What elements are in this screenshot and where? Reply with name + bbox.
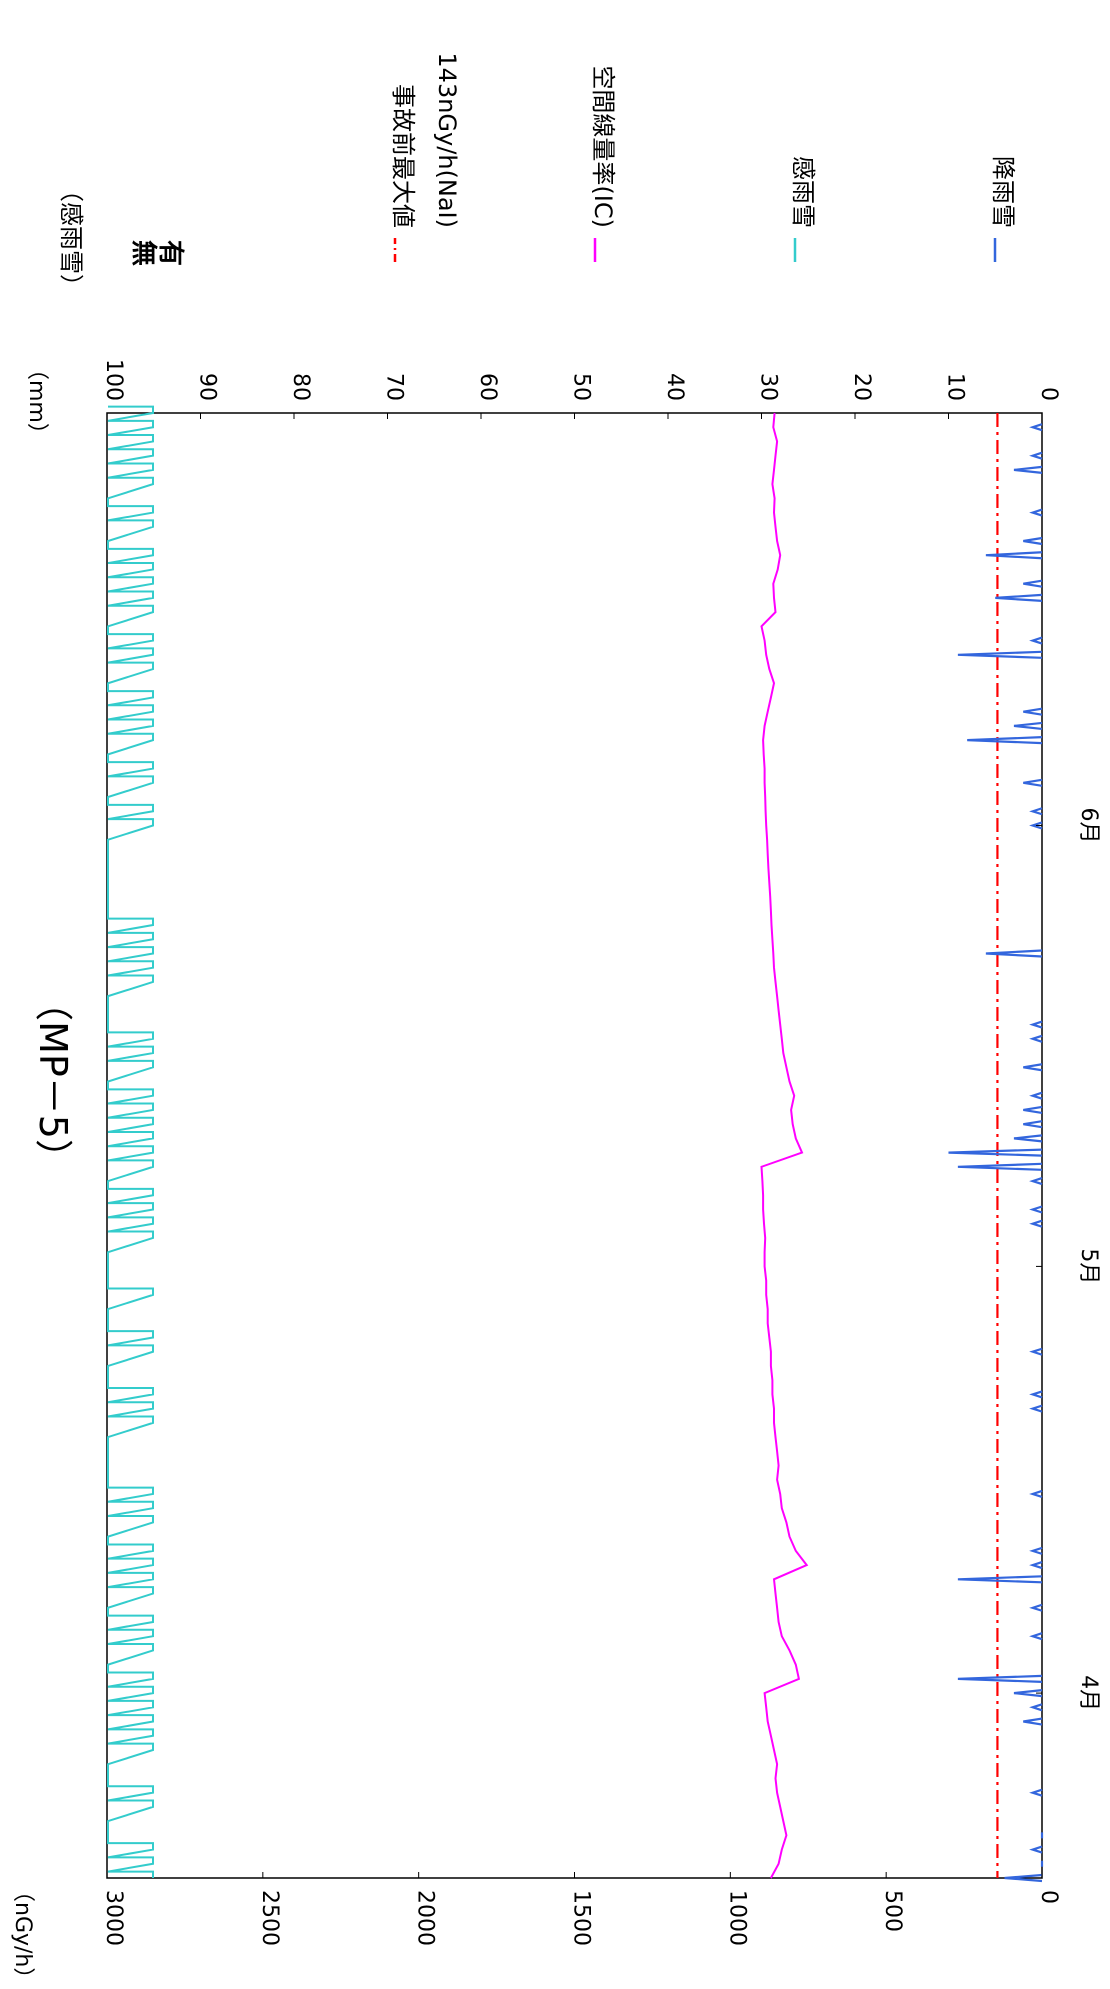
series-line-air-dose — [760, 412, 809, 1879]
left-axis-tick-label: 2500 — [257, 1890, 282, 1946]
right-axis-tick-label: 70 — [382, 373, 407, 401]
sense-axis: （感雨雪） 無 有 — [57, 178, 185, 298]
left-axis-tick-label: 0 — [1036, 1890, 1061, 1904]
right-axis-tick-label: 0 — [1036, 387, 1061, 401]
right-axis-tick-label: 100 — [101, 359, 126, 401]
right-axis-tick-label: 40 — [662, 373, 687, 401]
series-line-rainfall — [948, 423, 1044, 1883]
right-axis-tick-label: 90 — [195, 373, 220, 401]
right-axis-tick-label: 80 — [288, 373, 313, 401]
plot-area — [106, 405, 1044, 1883]
left-axis-tick-label: 500 — [880, 1890, 905, 1932]
right-axis-unit: （mm） — [24, 358, 49, 445]
legend-sublabel-pre_accident: 143nGy/h(NaI) — [433, 52, 461, 228]
legend-label-rain_sense: 感雨雪 — [789, 156, 817, 228]
left-axis-unit: （nGy/h） — [10, 1880, 35, 1989]
right-axis-tick-label: 20 — [849, 373, 874, 401]
plot-frame — [106, 412, 1043, 1879]
sense-axis-title: （感雨雪） — [57, 178, 85, 298]
chart-title: （MP－5） — [31, 983, 75, 1177]
right-axis-tick-label: 30 — [756, 373, 781, 401]
sense-axis-label-none: 無 — [128, 240, 158, 266]
x-axis-tick-label: 6月 — [1076, 807, 1101, 843]
sense-axis-label-yes: 有 — [155, 240, 185, 266]
axes-group: 0 500 1000 1500 2000 2500 3000 0 10 20 30 40 50 60 70 8… — [101, 359, 1101, 1946]
right-axis-tick-label: 10 — [943, 373, 968, 401]
legend-label-pre_accident: 事故前最大値 — [389, 84, 417, 228]
x-axis-tick-label: 4月 — [1076, 1675, 1101, 1711]
legend-label-air_dose: 空間線量率(IC) — [589, 65, 617, 228]
left-axis-tick-label: 2000 — [413, 1890, 438, 1946]
right-axis-tick-label: 50 — [569, 373, 594, 401]
legend: 事故前最大値 143nGy/h(NaI) 空間線量率(IC) 感雨雪 降雨雪 — [389, 52, 1017, 262]
left-axis-tick-label: 1000 — [724, 1890, 749, 1946]
left-axis-tick-label: 1500 — [569, 1890, 594, 1946]
legend-label-rainfall: 降雨雪 — [989, 156, 1017, 228]
left-axis-tick-label: 3000 — [101, 1890, 126, 1946]
series-line-rain-sense — [107, 405, 154, 1878]
x-axis-tick-label: 5月 — [1076, 1248, 1101, 1284]
right-axis-tick-label: 60 — [475, 373, 500, 401]
